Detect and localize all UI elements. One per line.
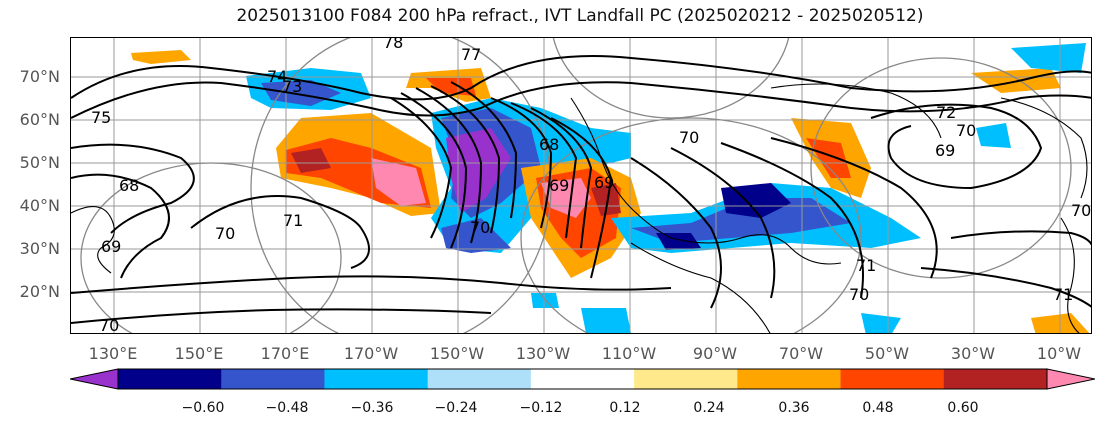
colorbar-segment: [943, 369, 1048, 389]
lon-label-130w: 130°W: [515, 344, 571, 363]
contour-label: 70: [849, 285, 869, 304]
colorbar-segment: [840, 369, 945, 389]
lat-label-60n: 60°N: [19, 110, 60, 129]
contour-label: 69: [101, 237, 121, 256]
colorbar-tick-label: 0.60: [947, 400, 979, 416]
lon-label-170w: 170°W: [343, 344, 399, 363]
lat-label-30n: 30°N: [19, 239, 60, 258]
lat-label-50n: 50°N: [19, 153, 60, 172]
colorbar-extend-high: [1046, 368, 1095, 390]
lon-label-10w: 10°W: [1036, 344, 1082, 363]
colorbar-tick-label: −0.48: [265, 400, 309, 416]
colorbar-tick-label: 0.48: [862, 400, 894, 416]
colorbar-segment: [427, 369, 532, 389]
colorbar-tick-label: −0.24: [434, 400, 478, 416]
contour-label: 74: [267, 67, 287, 86]
colorbar-tick-label: 0.36: [778, 400, 810, 416]
lat-label-20n: 20°N: [19, 282, 60, 301]
map-title: 2025013100 F084 200 hPa refract., IVT La…: [236, 6, 924, 26]
lon-label-70w: 70°W: [778, 344, 824, 363]
colorbar-tick-label: −0.12: [519, 400, 563, 416]
colorbar-border: [117, 368, 1048, 390]
lon-label-90w: 90°W: [692, 344, 738, 363]
colorbar-tick-label: −0.36: [350, 400, 394, 416]
contour-label: 70: [1071, 201, 1091, 220]
lat-label-40n: 40°N: [19, 196, 60, 215]
colorbar-segment: [221, 369, 325, 389]
contour-label: 70: [956, 121, 976, 140]
contour-label: 69: [935, 141, 955, 160]
colorbar-segment: [634, 369, 738, 389]
contour-label: 70: [99, 316, 119, 334]
coastlines: [71, 83, 1088, 333]
contour-label: 71: [283, 211, 303, 230]
colorbar-segment: [118, 369, 222, 389]
contour-label: 68: [539, 135, 559, 154]
lon-label-50w: 50°W: [864, 344, 910, 363]
gray-circle-contours: [80, 38, 1072, 333]
lon-label-170e: 170°E: [260, 344, 310, 363]
contour-label: 68: [119, 176, 139, 195]
map-panel: 78 77 74 73 75 68 69 70 70 71 70 68 69 6…: [70, 37, 1092, 334]
contour-label: 73: [282, 77, 302, 96]
contour-label: 70: [215, 224, 235, 243]
contour-label: 70: [679, 128, 699, 147]
colorbar-segment: [737, 369, 842, 389]
lon-label-150e: 150°E: [174, 344, 224, 363]
lon-label-30w: 30°W: [950, 344, 996, 363]
colorbar: [70, 368, 1095, 390]
colorbar-segment: [324, 369, 429, 389]
colorbar-tick-label: −0.60: [181, 400, 225, 416]
contour-label: 70: [470, 218, 490, 237]
contour-label: 75: [91, 108, 111, 127]
contour-label: 72: [936, 103, 956, 122]
contour-labels: 78 77 74 73 75 68 69 70 70 71 70 68 69 6…: [91, 38, 1091, 334]
contour-label: 71: [856, 256, 876, 275]
map-canvas: 78 77 74 73 75 68 69 70 70 71 70 68 69 6…: [71, 38, 1091, 334]
contour-label: 78: [383, 38, 403, 52]
lon-label-130e: 130°E: [88, 344, 138, 363]
contour-label: 69: [594, 173, 614, 192]
contour-label: 77: [461, 45, 481, 64]
colorbar-segment: [530, 369, 635, 389]
lon-label-110w: 110°W: [601, 344, 657, 363]
lon-label-150w: 150°W: [429, 344, 485, 363]
contour-label: 69: [549, 176, 569, 195]
shaded-anomalies: [131, 43, 1090, 333]
contour-label: 71: [1053, 285, 1073, 304]
colorbar-tick-label: 0.12: [609, 400, 641, 416]
lat-label-70n: 70°N: [19, 67, 60, 86]
colorbar-extend-low: [70, 368, 119, 390]
graticule: [71, 38, 1091, 333]
refractivity-contours: [71, 55, 1091, 324]
colorbar-tick-label: 0.24: [693, 400, 725, 416]
